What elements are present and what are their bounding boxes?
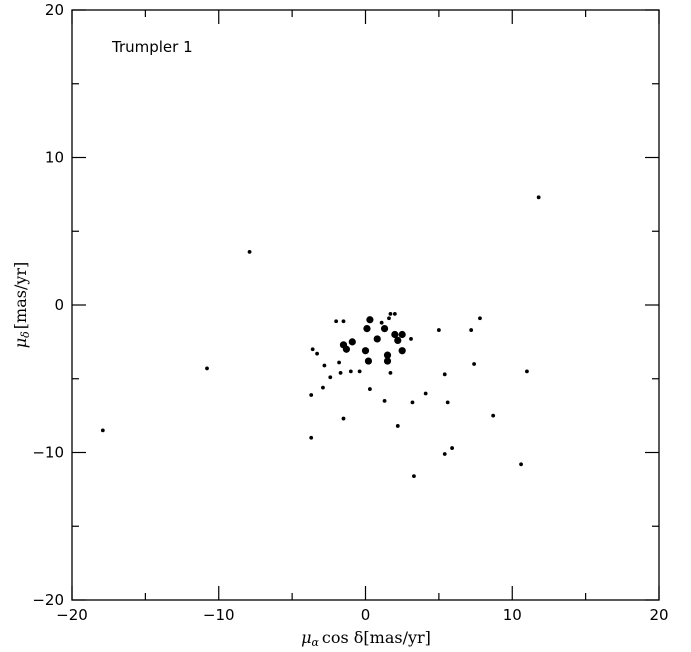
- data-point: [412, 474, 416, 478]
- data-point: [442, 452, 447, 456]
- data-point: [373, 335, 381, 343]
- data-point: [380, 325, 389, 333]
- data-point: [478, 316, 482, 321]
- data-point: [436, 328, 441, 332]
- x-tick-label: 0: [361, 606, 371, 624]
- data-point: [348, 369, 353, 374]
- data-point: [536, 195, 541, 200]
- data-point: [321, 385, 325, 390]
- data-point: [322, 363, 327, 368]
- data-point: [387, 316, 391, 321]
- axis-ticks: [71, 9, 660, 601]
- data-point: [100, 428, 105, 433]
- data-point: [398, 347, 406, 355]
- data-point: [310, 347, 315, 352]
- data-point: [334, 319, 339, 324]
- data-point: [382, 398, 387, 403]
- data-point: [388, 311, 393, 316]
- data-point: [361, 347, 370, 355]
- data-point: [364, 357, 373, 365]
- data-point: [423, 391, 428, 396]
- data-point: [328, 375, 333, 380]
- data-point: [395, 424, 400, 428]
- plot-frame: [71, 9, 660, 601]
- y-tick-label: 0: [54, 296, 64, 314]
- data-points: [100, 195, 541, 478]
- data-point: [379, 320, 384, 325]
- y-tick-label: 20: [45, 1, 64, 19]
- y-tick-label: 10: [45, 149, 64, 167]
- data-point: [247, 250, 252, 254]
- data-point: [391, 330, 399, 339]
- tick-labels: −20 −10 0 10 20 −20 −10 0 10 20: [32, 1, 668, 624]
- data-point: [409, 337, 413, 341]
- x-axis-label: μα cos δ[mas/yr]: [301, 628, 431, 649]
- data-point: [342, 345, 351, 353]
- y-axis-label: μδ[mas/yr]: [11, 262, 32, 349]
- data-point: [337, 360, 341, 365]
- data-point: [309, 435, 314, 440]
- x-tick-label: 10: [503, 606, 522, 624]
- data-point: [309, 393, 314, 397]
- data-point: [445, 400, 450, 405]
- data-point: [383, 357, 392, 365]
- y-tick-label: −10: [32, 444, 64, 462]
- data-point: [338, 370, 343, 375]
- x-tick-label: −20: [56, 606, 88, 624]
- data-point: [388, 370, 393, 375]
- y-tick-label: −20: [32, 591, 64, 609]
- data-point: [442, 372, 447, 377]
- data-point: [525, 369, 529, 374]
- x-tick-label: 20: [649, 606, 668, 624]
- data-point: [392, 311, 397, 316]
- data-point: [469, 328, 474, 332]
- data-point: [348, 338, 356, 346]
- data-point: [450, 446, 454, 450]
- data-point: [519, 462, 523, 467]
- data-point: [341, 416, 346, 421]
- data-point: [363, 325, 371, 333]
- data-point: [472, 362, 476, 366]
- data-point: [315, 351, 319, 356]
- data-point: [398, 330, 406, 339]
- data-point: [205, 366, 209, 371]
- data-point: [357, 369, 362, 374]
- x-tick-label: −10: [203, 606, 235, 624]
- data-point: [394, 336, 402, 344]
- data-point: [491, 413, 496, 418]
- cluster-annotation: Trumpler 1: [111, 38, 193, 56]
- data-point: [383, 351, 392, 359]
- data-point: [341, 319, 346, 324]
- data-point: [410, 400, 415, 405]
- data-point: [366, 316, 374, 324]
- data-point: [368, 387, 372, 391]
